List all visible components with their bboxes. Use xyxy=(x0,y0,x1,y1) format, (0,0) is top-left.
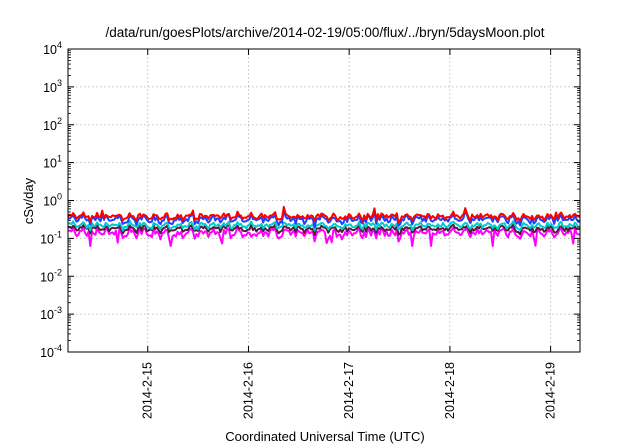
x-axis-label: Coordinated Universal Time (UTC) xyxy=(225,429,424,444)
y-axis-label: cSv/day xyxy=(21,177,36,224)
x-axis: 2014-2-15 2014-2-16 2014-2-17 2014-2-18 2014… xyxy=(141,49,558,419)
series-line xyxy=(67,225,581,247)
y-tick-label: 102 xyxy=(43,116,62,133)
y-tick-label: 104 xyxy=(43,40,62,57)
x-tick-label: 2014-2-16 xyxy=(241,362,255,419)
x-tick-label: 2014-2-19 xyxy=(544,362,558,419)
y-tick-label: 103 xyxy=(43,78,62,95)
series-line xyxy=(67,219,581,232)
y-tick-label: 10-2 xyxy=(40,267,62,284)
y-tick-label: 10-1 xyxy=(40,229,62,246)
chart-title: /data/run/goesPlots/archive/2014-02-19/0… xyxy=(105,25,544,40)
x-tick-label: 2014-2-18 xyxy=(443,362,457,419)
y-tick-label: 101 xyxy=(43,154,62,171)
grid xyxy=(68,49,580,352)
y-tick-label: 100 xyxy=(43,192,62,209)
x-tick-label: 2014-2-17 xyxy=(342,362,356,419)
series-group xyxy=(67,205,581,247)
y-tick-label: 10-4 xyxy=(40,343,62,360)
y-axis: 104 103 102 101 100 10-1 10-2 10-3 10-4 xyxy=(40,40,580,360)
y-tick-label: 10-3 xyxy=(40,305,62,322)
series-line xyxy=(67,205,581,224)
x-tick-label: 2014-2-15 xyxy=(141,362,155,419)
